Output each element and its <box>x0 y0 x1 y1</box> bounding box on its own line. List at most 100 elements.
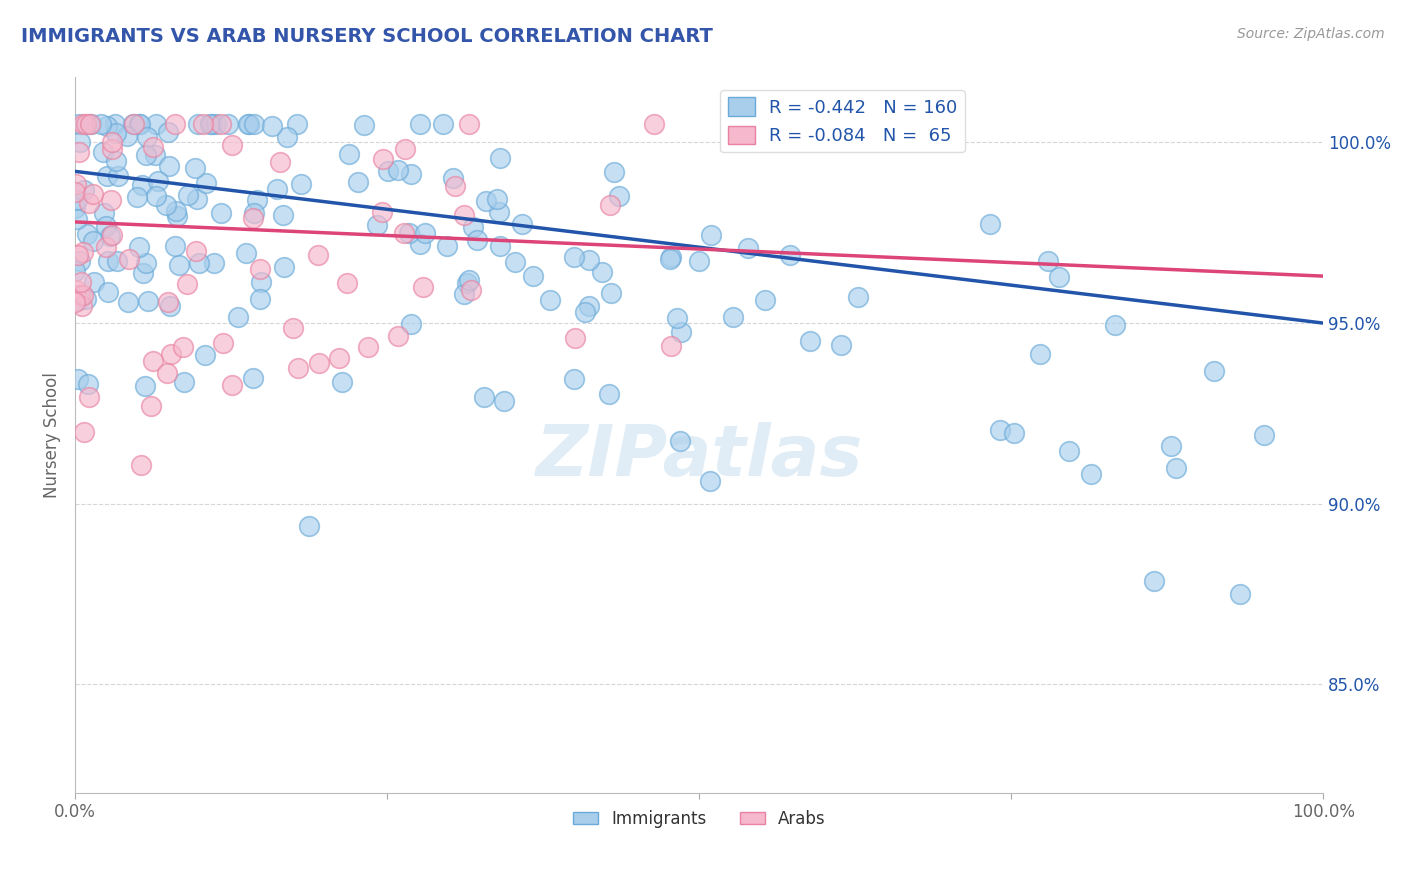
Point <box>371 205 394 219</box>
Point <box>143 147 166 161</box>
Point <box>453 208 475 222</box>
Text: ZIPatlas: ZIPatlas <box>536 422 863 491</box>
Point <box>472 390 495 404</box>
Point <box>347 176 370 190</box>
Point <box>1104 318 1126 332</box>
Point <box>163 117 186 131</box>
Point <box>67 145 90 159</box>
Point <box>100 193 122 207</box>
Point <box>665 311 688 326</box>
Point <box>221 137 243 152</box>
Point <box>139 400 162 414</box>
Point <box>156 366 179 380</box>
Point <box>134 379 156 393</box>
Point <box>465 233 488 247</box>
Point <box>166 209 188 223</box>
Point <box>599 285 621 300</box>
Point <box>104 153 127 168</box>
Point <box>76 227 98 242</box>
Point <box>97 254 120 268</box>
Point <box>979 217 1001 231</box>
Point <box>96 119 118 133</box>
Point <box>1029 346 1052 360</box>
Point <box>101 142 124 156</box>
Point <box>124 117 146 131</box>
Point <box>603 165 626 179</box>
Point <box>401 167 423 181</box>
Point <box>779 248 801 262</box>
Point <box>269 155 291 169</box>
Point <box>236 117 259 131</box>
Point <box>474 194 496 208</box>
Point <box>115 128 138 143</box>
Point <box>1080 467 1102 482</box>
Point <box>444 178 467 193</box>
Point <box>246 193 269 207</box>
Point <box>1204 364 1226 378</box>
Point <box>209 117 232 131</box>
Point <box>73 425 96 439</box>
Point <box>643 117 665 131</box>
Point <box>100 135 122 149</box>
Point <box>188 256 211 270</box>
Point <box>562 250 585 264</box>
Point <box>135 256 157 270</box>
Point <box>101 227 124 242</box>
Point <box>75 117 97 131</box>
Point <box>191 117 214 131</box>
Point <box>202 256 225 270</box>
Point <box>134 147 156 161</box>
Point <box>121 117 143 131</box>
Point <box>96 169 118 183</box>
Point <box>82 234 104 248</box>
Point <box>66 371 89 385</box>
Point <box>699 474 721 488</box>
Point <box>409 237 432 252</box>
Point <box>242 371 264 385</box>
Point <box>337 146 360 161</box>
Point <box>69 288 91 302</box>
Point <box>1002 426 1025 441</box>
Point <box>522 268 544 283</box>
Point <box>146 174 169 188</box>
Point <box>1160 440 1182 454</box>
Point <box>398 226 420 240</box>
Point <box>128 117 150 131</box>
Point <box>669 325 692 339</box>
Point <box>118 252 141 266</box>
Point <box>169 258 191 272</box>
Point <box>503 254 526 268</box>
Point <box>336 276 359 290</box>
Point <box>562 372 585 386</box>
Point <box>91 145 114 159</box>
Point <box>63 185 86 199</box>
Point <box>142 353 165 368</box>
Point <box>67 117 90 131</box>
Point <box>307 248 329 262</box>
Point <box>177 187 200 202</box>
Point <box>66 193 89 207</box>
Point <box>1057 443 1080 458</box>
Point <box>125 190 148 204</box>
Point <box>387 329 409 343</box>
Point <box>1047 269 1070 284</box>
Point <box>287 360 309 375</box>
Point <box>72 245 94 260</box>
Point <box>105 253 128 268</box>
Point <box>165 203 187 218</box>
Point <box>659 251 682 265</box>
Point <box>366 219 388 233</box>
Point <box>298 519 321 533</box>
Point <box>200 117 222 131</box>
Point <box>262 119 284 133</box>
Point <box>273 260 295 274</box>
Point <box>242 205 264 219</box>
Point <box>371 152 394 166</box>
Point <box>432 117 454 131</box>
Point <box>1036 254 1059 268</box>
Point <box>235 246 257 260</box>
Point <box>184 161 207 175</box>
Point <box>1143 574 1166 588</box>
Point <box>830 338 852 352</box>
Point <box>97 285 120 300</box>
